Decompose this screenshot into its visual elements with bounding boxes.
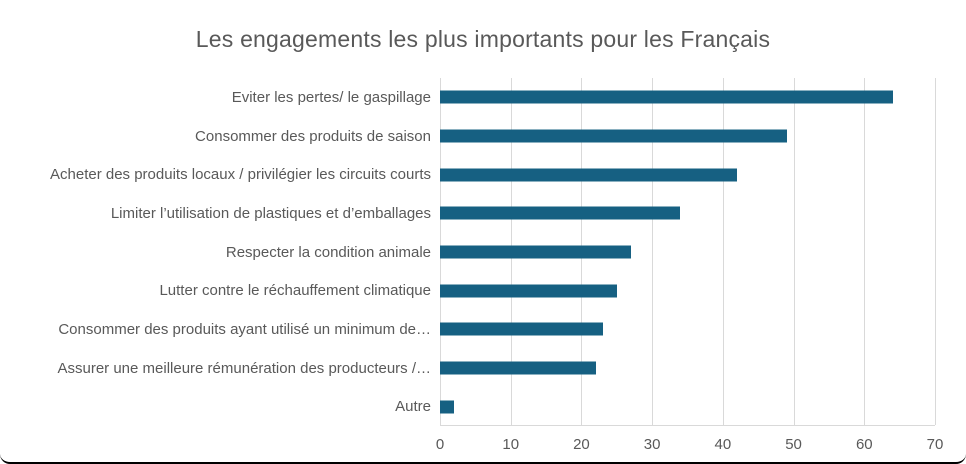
chart-header: Les engagements les plus importants pour… [0,0,966,78]
bar [440,90,893,104]
category-label: Consommer des produits de saison [195,127,431,145]
category-label: Limiter l’utilisation de plastiques et d… [110,204,431,222]
table-row: Assurer une meilleure rémunération des p… [0,349,966,388]
bar-rows: Eviter les pertes/ le gaspillage Consomm… [0,78,966,426]
table-row: Consommer des produits ayant utilisé un … [0,310,966,349]
gridline [864,78,866,425]
gridline [722,78,724,425]
table-row: Lutter contre le réchauffement climatiqu… [0,271,966,310]
x-tick-label: 10 [502,436,520,453]
table-row: Eviter les pertes/ le gaspillage [0,78,966,117]
x-axis: 0 10 20 30 40 50 60 70 [436,430,944,460]
category-label: Lutter contre le réchauffement climatiqu… [159,282,431,300]
table-row: Consommer des produits de saison [0,117,966,156]
category-label: Acheter des produits locaux / privilégie… [50,166,431,184]
bar-track [440,194,935,233]
bar-track [440,271,935,310]
bar-track [440,233,935,272]
bar-track [440,117,935,156]
category-label: Consommer des produits ayant utilisé un … [58,320,431,338]
bar [440,284,617,298]
category-label: Assurer une meilleure rémunération des p… [57,359,431,377]
bar [440,361,596,375]
x-tick-label: 60 [855,436,873,453]
bar-track [440,78,935,117]
table-row: Autre [0,387,966,426]
x-tick-label: 20 [573,436,590,453]
bar-track [440,387,935,426]
bar [440,168,737,182]
x-tick-label: 70 [926,436,944,453]
x-tick-label: 50 [785,436,802,453]
x-tick-label: 0 [435,436,445,453]
bar [440,129,787,143]
table-row: Respecter la condition animale [0,233,966,272]
x-tick-label: 40 [714,436,732,453]
chart-title: Les engagements les plus importants pour… [195,25,771,52]
gridline [652,78,654,425]
table-row: Limiter l’utilisation de plastiques et d… [0,194,966,233]
bar [440,206,681,220]
bar-track [440,349,935,388]
category-label: Autre [395,398,431,416]
bar [440,322,603,336]
bar [440,400,455,414]
x-tick-label: 30 [643,436,661,453]
bar-track [440,155,935,194]
bar-chart: Eviter les pertes/ le gaspillage Consomm… [0,78,966,426]
bar [440,245,631,259]
category-label: Eviter les pertes/ le gaspillage [231,88,431,106]
table-row: Acheter des produits locaux / privilégie… [0,155,966,194]
bar-track [440,310,935,349]
gridline [793,78,795,425]
category-label: Respecter la condition animale [225,243,431,261]
gridline [935,78,936,425]
